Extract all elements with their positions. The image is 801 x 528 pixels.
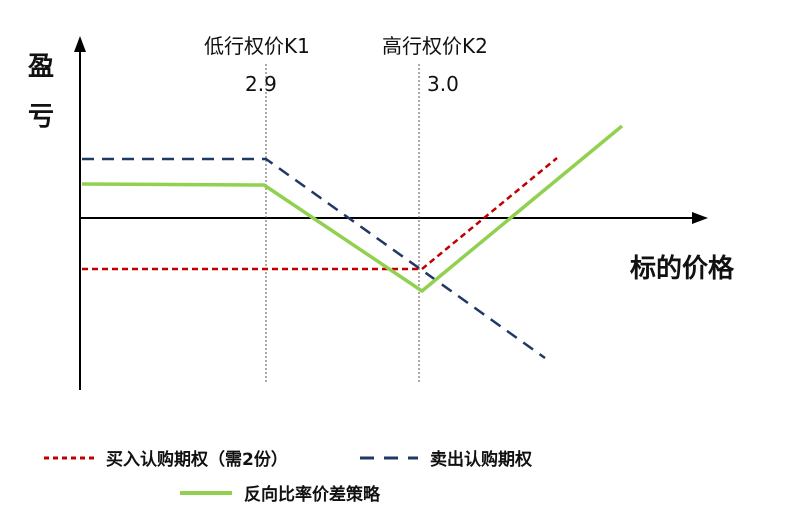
legend-item-short-call: 卖出认购期权 xyxy=(360,445,532,470)
y-axis-label-loss: 亏 xyxy=(28,102,55,132)
strike-k1-value: 2.9 xyxy=(245,72,277,96)
legend-item-strategy: 反向比率价差策略 xyxy=(180,480,380,505)
legend-item-long-call: 买入认购期权（需2份） xyxy=(44,445,288,470)
long-call-line xyxy=(82,157,558,271)
x-axis-arrow xyxy=(692,212,708,224)
legend-label-short-call: 卖出认购期权 xyxy=(430,450,532,470)
strike-k2-name: 高行权价K2 xyxy=(382,34,488,58)
legend-label-strategy: 反向比率价差策略 xyxy=(244,485,380,505)
y-axis-label-profit: 盈 xyxy=(28,52,55,82)
strike-k2-value: 3.0 xyxy=(427,72,459,96)
legend-label-long-call: 买入认购期权（需2份） xyxy=(106,450,288,470)
legend-swatch-dotted xyxy=(44,456,94,459)
strike-k1-name: 低行权价K1 xyxy=(204,34,310,58)
legend-swatch-dashed xyxy=(360,456,418,459)
legend-swatch-solid xyxy=(180,490,232,495)
strategy-line xyxy=(81,124,624,293)
short-call-line xyxy=(82,157,546,360)
x-axis-label: 标的价格 xyxy=(630,254,735,284)
y-axis-arrow xyxy=(74,36,86,52)
